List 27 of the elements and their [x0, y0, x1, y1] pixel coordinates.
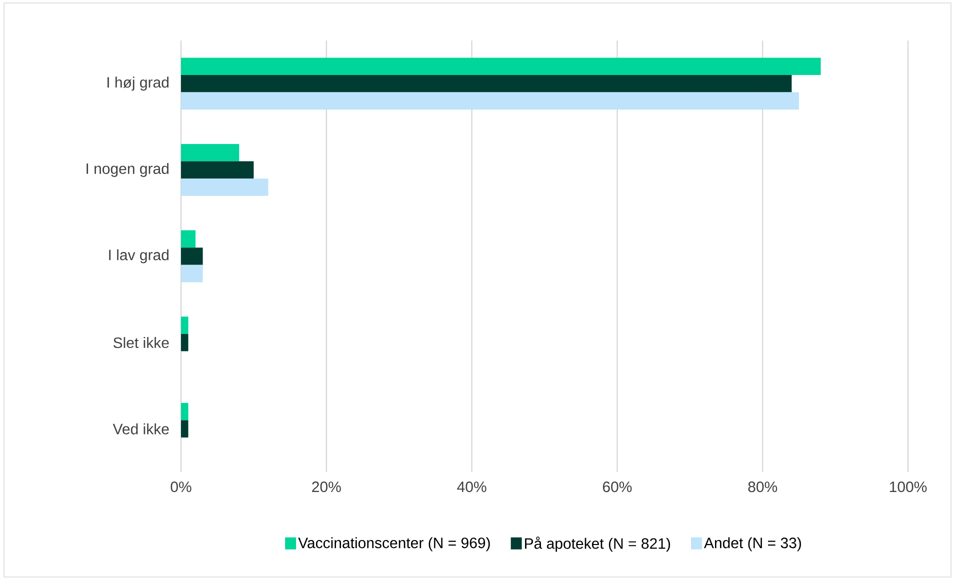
legend-label: Andet (N = 33): [704, 537, 801, 552]
x-tick-label: 100%: [890, 482, 927, 492]
bar: [181, 420, 188, 438]
bar: [181, 248, 203, 265]
x-tick-label: 60%: [602, 482, 632, 492]
bar: [181, 334, 188, 352]
y-tick-label: I lav grad: [109, 249, 168, 264]
bar: [181, 402, 188, 420]
y-tick-label: Ved ikke: [112, 423, 169, 434]
bar: [181, 316, 188, 334]
x-tick-label: 80%: [748, 482, 778, 492]
bar: [181, 58, 821, 76]
bar: [181, 92, 799, 110]
x-tick-label: 40%: [457, 482, 486, 492]
legend-label: På apoteket (N = 821): [525, 536, 670, 552]
bar: [181, 178, 268, 196]
bar: [181, 161, 254, 179]
y-tick-label: I høj grad: [108, 76, 168, 91]
bar: [181, 264, 203, 282]
bar: [181, 230, 196, 248]
bar: [181, 75, 792, 92]
y-tick-label: I nogen grad: [86, 162, 168, 177]
legend-label: Vaccinationscenter (N = 969): [298, 537, 490, 552]
x-tick-label: 0%: [170, 482, 192, 492]
y-tick-label: Slet ikke: [113, 337, 169, 348]
x-tick-label: 20%: [312, 482, 341, 492]
bar: [181, 144, 240, 162]
